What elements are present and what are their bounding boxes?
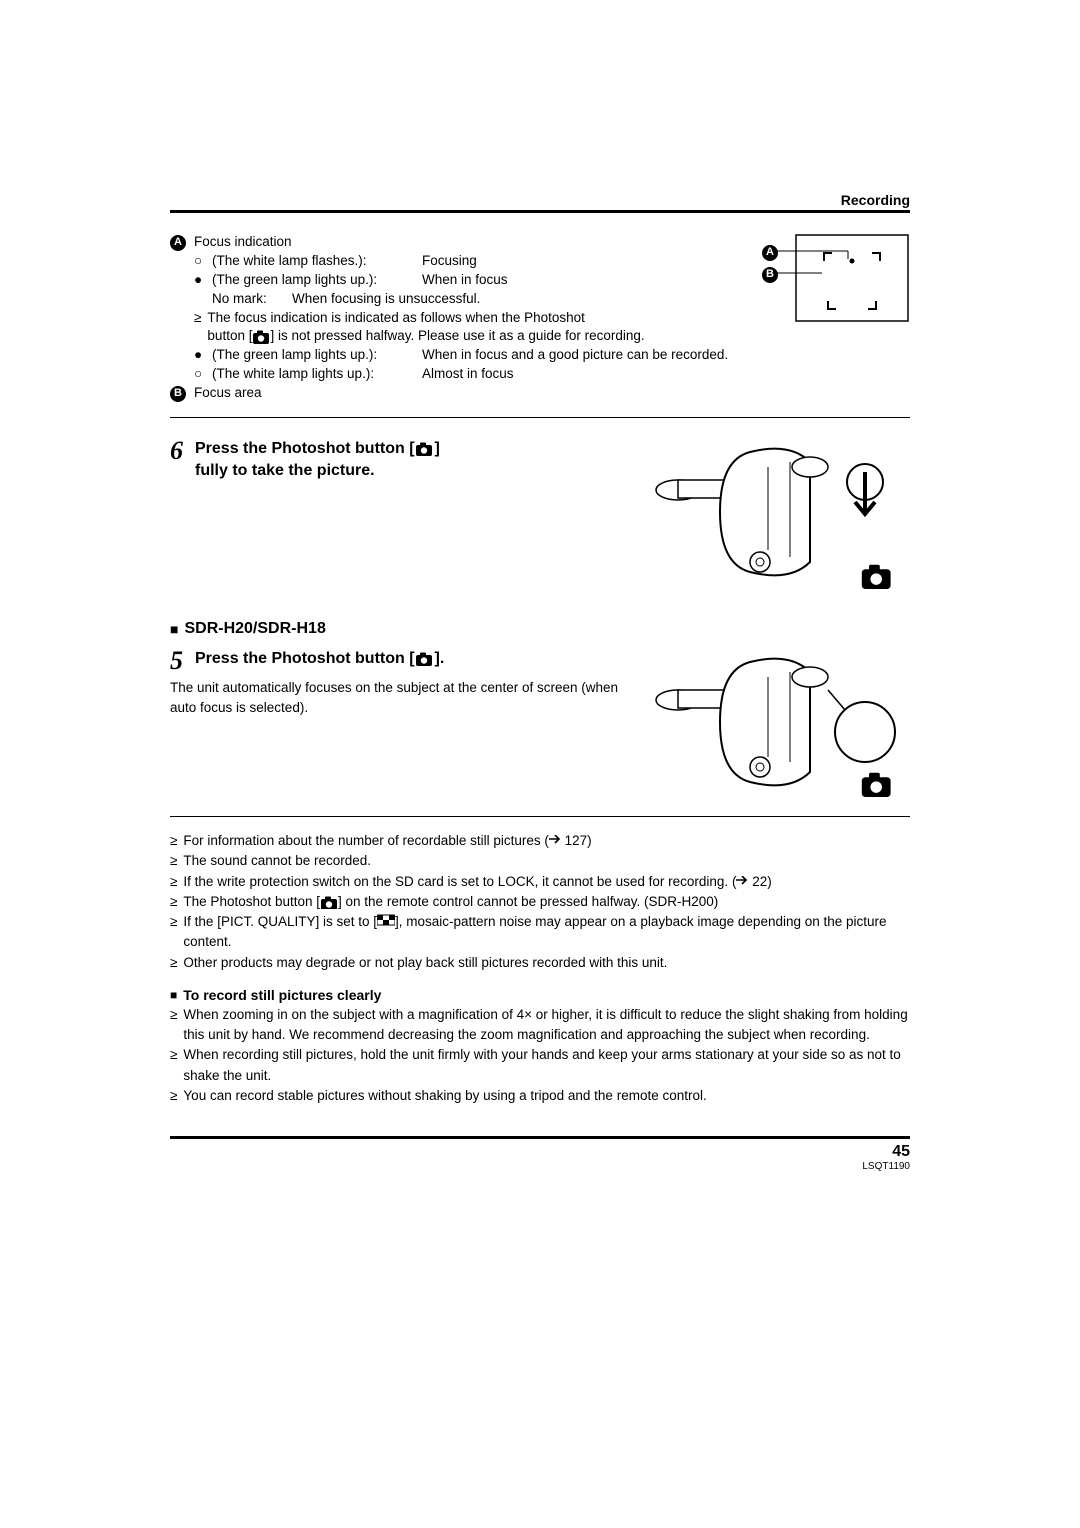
step-number: 6 <box>170 438 183 464</box>
note-item: ≥Other products may degrade or not play … <box>170 953 910 973</box>
model-heading: ■ SDR-H20/SDR-H18 <box>170 620 910 638</box>
focus-row: ● (The green lamp lights up.): When in f… <box>194 346 760 365</box>
note-item: ≥If the write protection switch on the S… <box>170 872 910 892</box>
callout-b-label: Focus area <box>194 384 262 403</box>
camera-icon <box>320 895 338 909</box>
clear-heading: ■ To record still pictures clearly <box>170 987 910 1003</box>
divider <box>170 816 910 817</box>
notes-list: ≥For information about the number of rec… <box>170 831 910 973</box>
document-id: LSQT1190 <box>170 1161 910 1172</box>
note-item: ≥If the [PICT. QUALITY] is set to [], mo… <box>170 912 910 953</box>
callout-badge-b: B <box>170 386 186 402</box>
step5-body: The unit automatically focuses on the su… <box>170 678 630 717</box>
callout-a-label: Focus indication <box>194 233 292 252</box>
focus-row: ○ (The white lamp lights up.): Almost in… <box>194 365 760 384</box>
focus-text: A Focus indication ○ (The white lamp fla… <box>170 233 760 403</box>
note-item: ≥The Photoshot button [] on the remote c… <box>170 892 910 912</box>
step6-block: 6 Press the Photoshot button [] fully to… <box>170 432 910 602</box>
camera-icon <box>415 441 435 457</box>
diagram-label-a: A <box>762 245 778 261</box>
note-item: ≥For information about the number of rec… <box>170 831 910 851</box>
callout-b: B Focus area <box>170 384 760 403</box>
section-title: Recording <box>841 192 910 208</box>
section-header: Recording <box>170 192 910 213</box>
arrow-right-icon <box>736 876 748 886</box>
page-content: Recording A Focus indication ○ (The whit… <box>170 192 910 1172</box>
camera-icon <box>415 651 435 667</box>
mosaic-icon <box>377 912 395 926</box>
focus-row: No mark: When focusing is unsuccessful. <box>194 290 760 309</box>
note-item: ≥When zooming in on the subject with a m… <box>170 1005 910 1046</box>
step-number: 5 <box>170 648 183 674</box>
note-item: ≥When recording still pictures, hold the… <box>170 1045 910 1086</box>
note-item: ≥You can record stable pictures without … <box>170 1086 910 1106</box>
step5-text: Press the Photoshot button []. <box>195 648 630 670</box>
callout-badge-a: A <box>170 235 186 251</box>
focus-row: ● (The green lamp lights up.): When in f… <box>194 271 760 290</box>
camera-icon <box>252 329 270 345</box>
focus-diagram: A B <box>770 233 910 328</box>
arrow-right-icon <box>549 835 561 845</box>
focus-section: A Focus indication ○ (The white lamp fla… <box>170 233 910 403</box>
step5-block: 5 Press the Photoshot button []. The uni… <box>170 642 910 802</box>
callout-a: A Focus indication <box>170 233 760 252</box>
focus-note: ≥ The focus indication is indicated as f… <box>194 309 760 347</box>
clear-notes: ≥When zooming in on the subject with a m… <box>170 1005 910 1106</box>
diagram-label-b: B <box>762 267 778 283</box>
page-footer: 45 LSQT1190 <box>170 1136 910 1172</box>
camcorder-illustration <box>650 432 910 602</box>
step6-text: Press the Photoshot button [] fully to t… <box>195 438 630 481</box>
camcorder-illustration <box>650 642 910 802</box>
note-item: ≥The sound cannot be recorded. <box>170 851 910 871</box>
divider <box>170 417 910 418</box>
focus-row: ○ (The white lamp flashes.): Focusing <box>194 252 760 271</box>
page-number: 45 <box>170 1143 910 1161</box>
